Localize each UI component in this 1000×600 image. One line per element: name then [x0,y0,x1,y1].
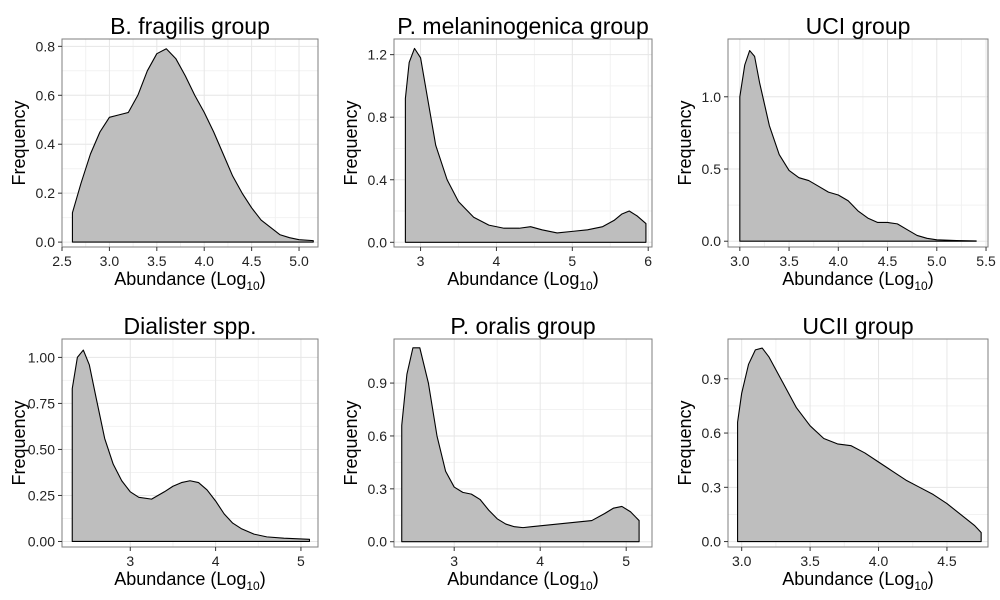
x-axis-label: Abundance (Log10) [782,569,933,593]
x-tick-label: 3.5 [147,253,167,269]
y-tick-label: 0.5 [702,161,722,177]
x-axis-label: Abundance (Log10) [114,269,265,293]
chart-title: Dialister spp. [124,313,257,339]
x-tick-label: 5.5 [976,253,996,269]
x-tick-label: 4 [493,253,501,269]
y-tick-label: 1.0 [702,89,722,105]
y-tick-label: 0.2 [36,185,56,201]
chart-title: P. oralis group [450,313,595,339]
chart-panel-3: 3.0 3.5 4.0 4.5 5.0 5.5 0.0 0.5 1.0 UCI group Abun… [675,13,996,293]
x-tick-label: 3.0 [100,253,120,269]
chart-panel-5: 3 4 5 0.0 0.3 0.6 0.9 P. oralis group Abundance … [341,313,653,593]
y-tick-label: 0.0 [702,534,722,550]
x-tick-label: 6 [644,253,652,269]
x-tick-label: 3 [417,253,425,269]
x-tick-label: 5.0 [927,253,947,269]
y-axis-label: Frequency [9,100,29,185]
y-tick-label: 0.4 [36,136,56,152]
density-area [739,50,977,242]
density-area [404,47,647,243]
y-axis-label: Frequency [341,100,361,185]
x-tick-label: 3 [126,553,134,569]
x-axis-label: Abundance (Log10) [447,269,598,293]
y-tick-label: 0.0 [702,233,722,249]
x-tick-label: 4 [212,553,220,569]
y-tick-label: 0.9 [368,375,388,391]
y-tick-label: 1.00 [28,349,55,365]
chart-title: P. melaninogenica group [397,13,648,39]
y-tick-label: 0.4 [368,172,388,188]
chart-title: B. fragilis group [110,13,270,39]
x-axis-label: Abundance (Log10) [782,269,933,293]
panel-border [727,338,989,548]
y-tick-label: 0.9 [702,371,722,387]
density-area [401,347,640,543]
y-tick-label: 0.50 [28,441,55,457]
y-tick-label: 0.8 [368,109,388,125]
y-tick-label: 0.25 [28,487,55,503]
x-tick-label: 4.5 [937,553,957,569]
x-tick-label: 2.5 [52,253,72,269]
x-tick-label: 5.0 [289,253,309,269]
y-tick-label: 0.3 [702,479,722,495]
y-tick-label: 0.6 [702,425,722,441]
x-tick-label: 4 [536,553,544,569]
x-tick-label: 3.0 [732,553,752,569]
x-axis-label: Abundance (Log10) [447,569,598,593]
x-tick-label: 3 [450,553,458,569]
panel-border [61,38,319,248]
y-tick-label: 0.6 [368,428,388,444]
x-tick-label: 4.0 [869,553,889,569]
y-tick-label: 0.8 [36,38,56,54]
chart-title: UCII group [802,313,913,339]
density-area [71,349,311,543]
x-tick-label: 3.5 [779,253,799,269]
chart-panel-4: 3 4 5 0.00 0.25 0.50 0.75 1.00 Dialister spp. Abu… [9,313,319,593]
y-tick-label: 0.6 [36,87,56,103]
y-tick-label: 1.2 [368,47,388,63]
x-tick-label: 4.5 [878,253,898,269]
y-axis-label: Frequency [675,100,695,185]
y-tick-label: 0.3 [368,481,388,497]
x-tick-label: 3.0 [730,253,750,269]
x-axis-label: Abundance (Log10) [114,569,265,593]
y-tick-label: 0.0 [36,234,56,250]
x-tick-label: 5 [622,553,630,569]
x-tick-label: 4.5 [242,253,262,269]
chart-panel-1: 2.5 3.0 3.5 4.0 4.5 5.0 0.0 0.2 0.4 0.6 0.8 B. frag… [9,13,319,293]
y-axis-label: Frequency [9,400,29,485]
y-axis-label: Frequency [675,400,695,485]
x-tick-label: 5 [568,253,576,269]
y-tick-label: 0.75 [28,395,55,411]
y-tick-label: 0.0 [368,234,388,250]
x-tick-label: 5 [297,553,305,569]
chart-panel-6: 3.0 3.5 4.0 4.5 0.0 0.3 0.6 0.9 UCII group Abunda… [675,313,989,593]
panel-border [727,38,989,248]
y-tick-label: 0.00 [28,533,55,549]
y-axis-label: Frequency [341,400,361,485]
x-tick-label: 4.0 [829,253,849,269]
panel-border [393,338,653,548]
density-area [737,347,982,543]
panel-border [393,38,653,248]
chart-title: UCI group [806,13,911,39]
panel-border [61,338,319,548]
y-tick-label: 0.0 [368,534,388,550]
x-tick-label: 4.0 [194,253,214,269]
x-tick-label: 3.5 [800,553,820,569]
density-area [71,48,314,243]
chart-panel-2: 3 4 5 6 0.0 0.4 0.8 1.2 P. melaninogenica group A… [341,13,653,293]
